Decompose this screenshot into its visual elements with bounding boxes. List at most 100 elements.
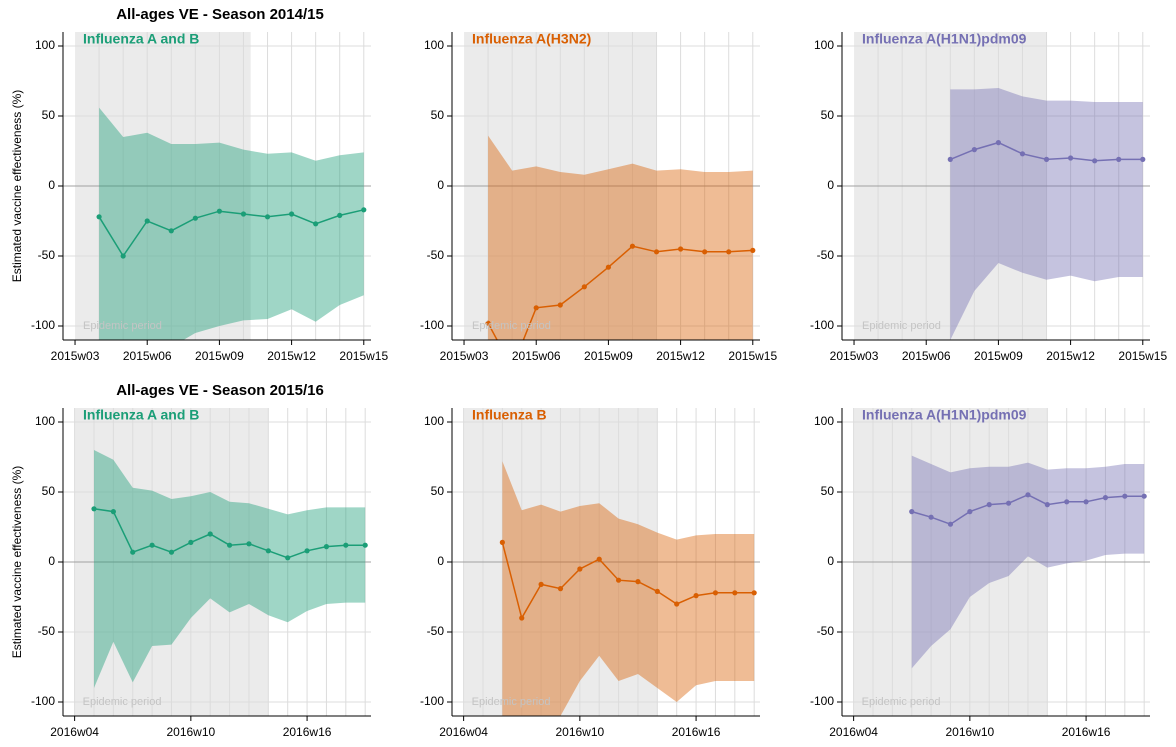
y-tick-label: -100 — [31, 694, 55, 708]
x-tick-label: 2016w04 — [829, 725, 878, 739]
line — [501, 542, 755, 620]
plot-area — [842, 32, 1150, 340]
y-tick-label: 100 — [35, 414, 55, 428]
y-tick-label: 0 — [827, 554, 834, 568]
y-tick-label: -50 — [38, 624, 56, 638]
point — [1067, 155, 1074, 161]
x-tick-label: 2015w09 — [584, 349, 633, 363]
point — [605, 264, 612, 270]
x-tick-label: 2016w16 — [1062, 725, 1111, 739]
x-tick-label: 2016w04 — [50, 725, 99, 739]
point — [304, 548, 310, 554]
y-axis-label: Estimated vaccine effectiveness (%) — [10, 466, 24, 659]
point — [361, 207, 367, 213]
confidence-band — [93, 450, 366, 688]
point — [677, 246, 684, 252]
point — [96, 214, 102, 220]
x-tick-label: 2015w09 — [195, 349, 244, 363]
panel: Influenza A(H1N1)pdm09 Epidemic period 100… — [810, 31, 1167, 363]
point — [986, 502, 992, 508]
y-tick-label: 100 — [424, 38, 444, 52]
point — [91, 506, 97, 512]
plot-area — [842, 408, 1150, 716]
point — [362, 542, 368, 548]
confidence-band — [488, 135, 753, 340]
point — [995, 140, 1002, 146]
point — [1044, 502, 1050, 508]
plot-area — [63, 408, 371, 716]
point — [1140, 156, 1146, 162]
point — [654, 588, 660, 595]
point — [168, 228, 174, 234]
y-tick-label: 100 — [814, 38, 834, 52]
y-tick-label: 0 — [437, 178, 444, 192]
point — [499, 539, 505, 546]
point — [485, 320, 491, 326]
y-axis-label: Estimated vaccine effectiveness (%) — [10, 90, 24, 283]
confidence-band — [911, 455, 1145, 669]
point — [1083, 499, 1089, 505]
point — [313, 221, 319, 227]
annotation: Epidemic period — [472, 320, 551, 332]
series-label: Influenza B — [472, 407, 547, 423]
y-tick-label: 50 — [431, 484, 445, 498]
point — [581, 284, 587, 290]
point — [732, 590, 738, 596]
point — [1116, 156, 1122, 162]
point — [1092, 158, 1098, 164]
panel: Influenza B Epidemic period 100 50 0 -50 -100 2… — [420, 407, 760, 739]
point — [1064, 499, 1070, 505]
point — [120, 253, 126, 259]
x-tick-label: 2015w03 — [51, 349, 100, 363]
point — [1019, 151, 1026, 157]
x-tick-label: 2015w15 — [1118, 349, 1167, 363]
point — [192, 215, 198, 221]
point — [240, 211, 247, 217]
y-tick-label: 100 — [35, 38, 55, 52]
point — [216, 208, 223, 214]
point — [653, 249, 660, 255]
point — [557, 302, 563, 308]
x-tick-label: 2016w10 — [945, 725, 994, 739]
point — [226, 542, 233, 548]
x-tick-label: 2016w16 — [672, 725, 721, 739]
confidence-band — [950, 88, 1143, 340]
point — [130, 549, 136, 555]
y-tick-label: -100 — [810, 694, 834, 708]
line — [487, 245, 753, 340]
y-tick-label: -50 — [817, 248, 835, 262]
plot-area — [63, 32, 371, 340]
plot-area — [452, 408, 760, 716]
annotation: Epidemic period — [83, 696, 162, 708]
point — [110, 509, 116, 515]
panel: Influenza A and B Epidemic period 100 50 0 -5… — [10, 382, 371, 739]
point — [750, 247, 756, 253]
point — [971, 147, 977, 153]
point — [629, 243, 636, 249]
series-label: Influenza A and B — [83, 407, 199, 423]
row-title: All-ages VE - Season 2014/15 — [116, 6, 324, 23]
y-tick-label: 50 — [42, 484, 56, 498]
y-tick-label: 50 — [821, 484, 835, 498]
point — [928, 514, 934, 520]
confidence-band — [502, 461, 755, 716]
x-tick-label: 2015w15 — [728, 349, 777, 363]
y-tick-label: -100 — [31, 318, 55, 332]
point — [1122, 493, 1128, 499]
y-tick-label: 0 — [437, 554, 444, 568]
point — [323, 544, 330, 550]
point — [596, 556, 602, 562]
y-tick-label: -100 — [810, 318, 834, 332]
y-tick-label: 50 — [821, 108, 835, 122]
point — [1141, 493, 1147, 499]
series-label: Influenza A(H3N2) — [472, 31, 591, 47]
point — [188, 539, 194, 546]
y-tick-label: -100 — [420, 318, 444, 332]
x-tick-label: 2015w03 — [830, 349, 879, 363]
y-tick-label: -50 — [427, 624, 445, 638]
point — [674, 601, 680, 607]
point — [909, 509, 915, 515]
panel: Influenza A(H3N2) Epidemic period 100 50 0 -5… — [420, 31, 777, 363]
series-label: Influenza A(H1N1)pdm09 — [862, 407, 1027, 423]
